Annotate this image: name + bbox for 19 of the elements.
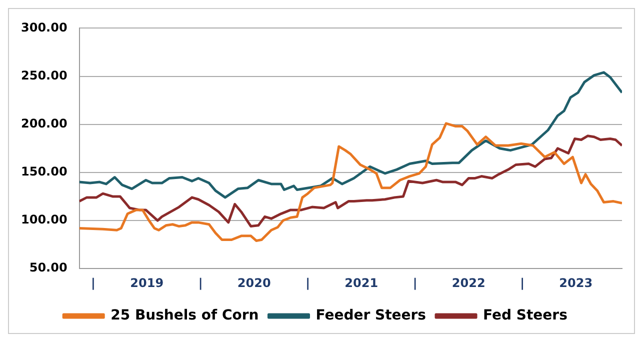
y-tick-label: 100.00 [20, 212, 68, 227]
legend-label: 25 Bushels of Corn [110, 308, 259, 324]
x-tick-label: 2021 [344, 276, 378, 290]
y-tick-label: 300.00 [20, 20, 68, 34]
x-tick-label: 2023 [559, 276, 593, 290]
y-tick-label: 200.00 [20, 116, 68, 130]
legend-label: Feeder Steers [316, 308, 426, 324]
y-tick-label: 50.00 [29, 260, 68, 275]
y-tick-label: 150.00 [20, 164, 68, 179]
x-tick-label: 2019 [130, 276, 164, 290]
x-tick-label: | [198, 276, 203, 290]
x-tick-label: 2022 [452, 276, 486, 290]
x-tick-label: | [520, 276, 524, 290]
x-tick-label: | [412, 276, 418, 290]
x-tick-label: | [91, 276, 96, 290]
legend-label: Fed Steers [483, 308, 568, 324]
x-tick-label: | [306, 276, 310, 290]
y-tick-label: 250.00 [20, 68, 68, 82]
x-tick-label: 2020 [237, 276, 271, 290]
